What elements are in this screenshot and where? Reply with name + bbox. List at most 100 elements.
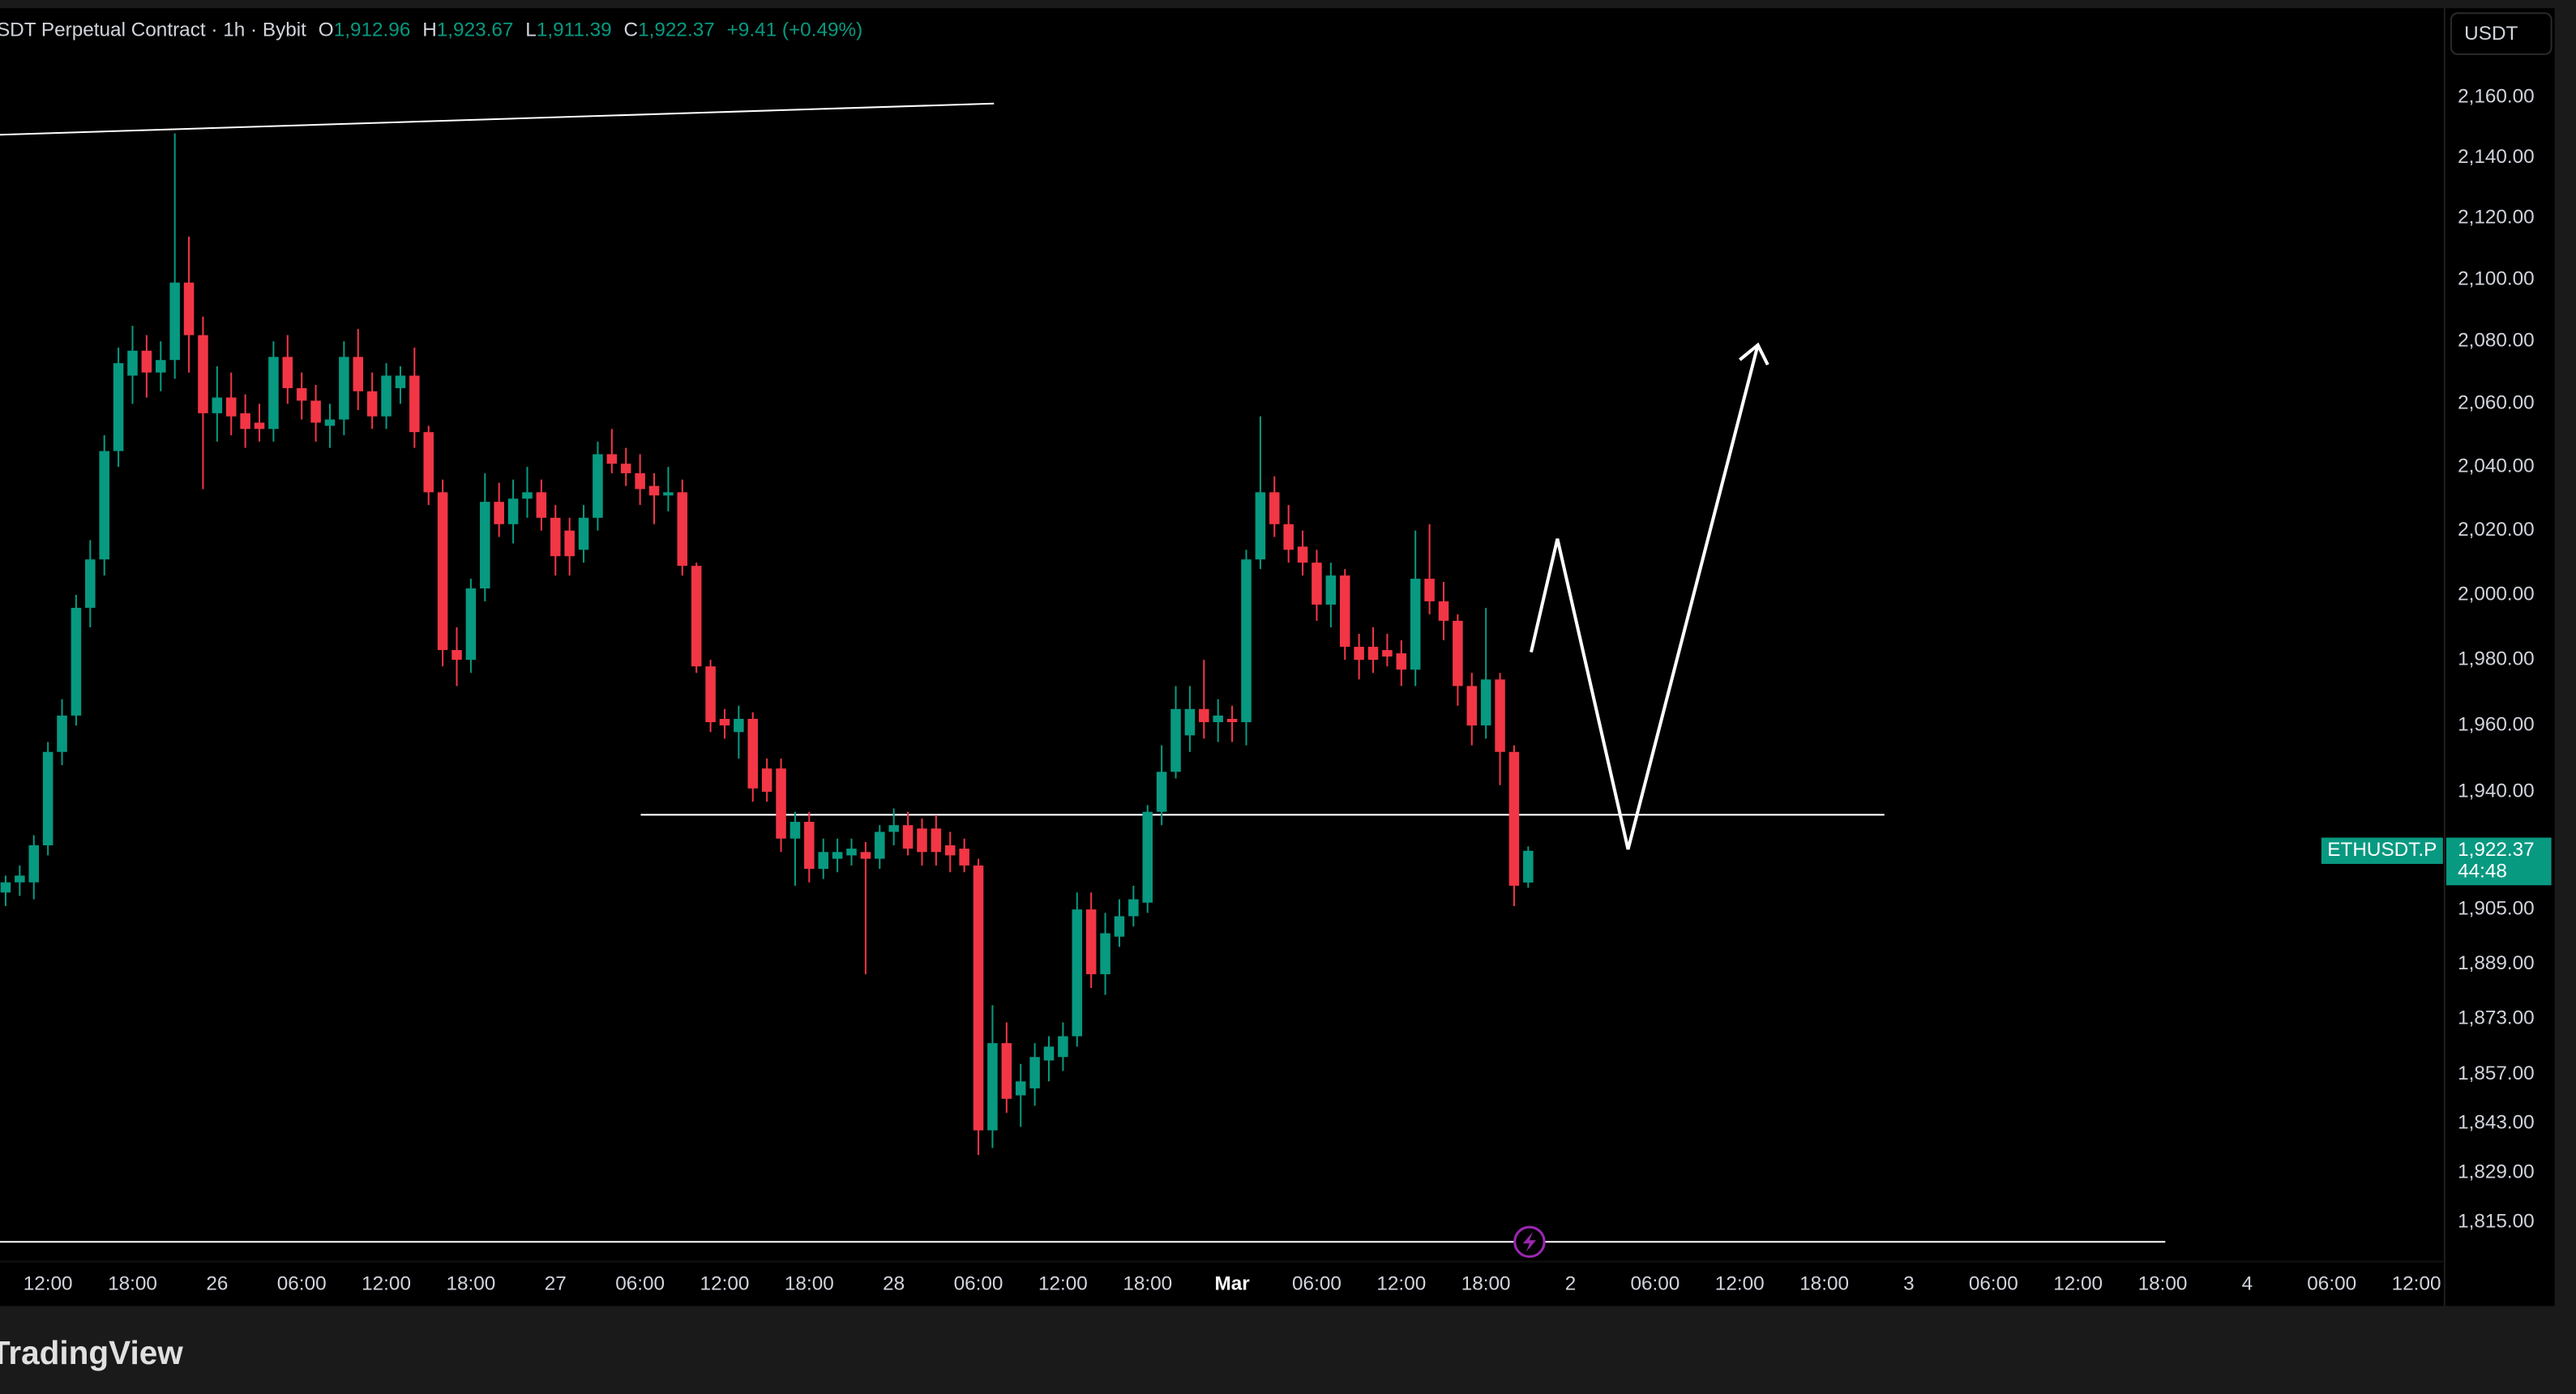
last-price-label: 1,922.37 — [2458, 839, 2535, 861]
candle-body — [1114, 916, 1125, 937]
candle-body — [423, 432, 434, 493]
x-tick-label: 28 — [883, 1272, 905, 1294]
candle-body — [169, 282, 180, 361]
candle-body — [875, 832, 885, 859]
candle-body — [1283, 524, 1294, 550]
user-drawings — [0, 102, 1885, 850]
candle-body — [57, 715, 67, 752]
candle-body — [465, 588, 477, 661]
candle-body — [156, 360, 166, 373]
candle-body — [1354, 647, 1364, 661]
candle-body — [268, 357, 279, 430]
x-tick-label: 12:00 — [1715, 1272, 1765, 1294]
time-axis: 12:00 18:00 26 06:00 12:00 18:00 27 06:00 12:00 1… — [24, 1272, 2441, 1294]
last-price-tag — [2445, 837, 2552, 886]
candle-body — [15, 875, 25, 883]
candle-body — [719, 718, 730, 726]
candle-body — [1029, 1057, 1040, 1088]
bar-countdown: 44:48 — [2458, 861, 2507, 883]
x-tick-label: 06:00 — [1969, 1272, 2018, 1294]
candle-body — [1043, 1046, 1055, 1061]
candle-body — [141, 350, 152, 373]
candle-body — [1213, 715, 1223, 723]
candle-body — [324, 419, 336, 426]
candle-body — [0, 882, 11, 893]
candle-body — [931, 828, 942, 853]
candle-body — [437, 492, 448, 651]
candle-body — [1255, 492, 1266, 560]
candle-body — [691, 566, 702, 667]
candle-body — [776, 768, 786, 839]
x-tick-label: 06:00 — [954, 1272, 1003, 1294]
candle-body — [1495, 679, 1505, 752]
currency-label[interactable]: USDT — [2464, 23, 2518, 45]
header: SDT Perpetual Contract · 1h · Bybit O 1,9… — [0, 19, 862, 41]
candle-body — [99, 451, 109, 560]
x-tick-label: 12:00 — [24, 1272, 73, 1294]
y-tick-label: 2,120.00 — [2458, 207, 2535, 229]
logo[interactable]: TradingView — [0, 1334, 183, 1371]
symbol-title: SDT Perpetual Contract · 1h · Bybit — [0, 19, 306, 41]
x-tick-label: Mar — [1214, 1272, 1250, 1294]
candle-body — [973, 865, 984, 1131]
y-tick-label: 1,905.00 — [2458, 898, 2535, 920]
candle-body — [254, 422, 265, 430]
candle-body — [789, 822, 801, 839]
candle-body — [1523, 850, 1534, 883]
x-tick-label: 12:00 — [700, 1272, 750, 1294]
candle-body — [677, 492, 688, 567]
candle-body — [1396, 653, 1407, 670]
x-tick-label: 12:00 — [2053, 1272, 2103, 1294]
candle-body — [85, 559, 96, 608]
candle-body — [113, 363, 124, 451]
candle-body — [1325, 575, 1337, 605]
ohlc-value: 1,922.37 — [638, 19, 715, 41]
symbol-tag-label: ETHUSDT.P — [2327, 839, 2437, 861]
candle-body — [818, 852, 828, 870]
ohlc-key: H — [422, 19, 437, 41]
candle-body — [804, 822, 815, 870]
candle-body — [987, 1043, 998, 1131]
candle-body — [71, 607, 82, 716]
candle-body — [888, 825, 899, 832]
ohlc-key: O — [319, 19, 334, 41]
price-change: +9.41 (+0.49%) — [727, 19, 863, 41]
lightning-glyph — [1522, 1232, 1537, 1252]
y-tick-label: 2,020.00 — [2458, 519, 2535, 541]
candle-body — [1170, 708, 1181, 772]
y-tick-label: 1,843.00 — [2458, 1111, 2535, 1133]
candle-body — [1438, 601, 1449, 621]
candle-body — [564, 530, 575, 557]
candle-body — [1410, 579, 1421, 670]
y-tick-label: 1,980.00 — [2458, 648, 2535, 670]
currency-button[interactable] — [2450, 12, 2552, 55]
y-tick-label: 2,080.00 — [2458, 330, 2535, 352]
candle-body — [127, 350, 138, 376]
candle-body — [1001, 1043, 1012, 1099]
candle-body — [1367, 647, 1379, 661]
candle-body — [296, 387, 307, 401]
x-tick-label: 06:00 — [1630, 1272, 1680, 1294]
candle-body — [578, 517, 589, 550]
candle-body — [635, 473, 645, 490]
candle-body — [1312, 562, 1322, 605]
projection-path — [1529, 344, 1760, 850]
candle-body — [606, 454, 618, 464]
candle-body — [28, 845, 40, 883]
x-tick-label: 27 — [545, 1272, 567, 1294]
candle-body — [1199, 708, 1209, 723]
price-axis: 2,160.00 2,140.00 2,120.00 2,100.00 2,080.00… — [2458, 86, 2535, 1233]
candle-body — [1382, 650, 1393, 657]
candle-body — [620, 464, 631, 473]
candle-body — [183, 282, 195, 336]
candle-body — [1142, 811, 1153, 903]
candle-body — [1156, 772, 1167, 812]
y-tick-label: 2,040.00 — [2458, 455, 2535, 477]
x-tick-label: 18:00 — [2138, 1272, 2188, 1294]
x-tick-label: 06:00 — [2307, 1272, 2356, 1294]
candle-body — [734, 718, 744, 733]
y-tick-label: 2,000.00 — [2458, 583, 2535, 605]
candle-body — [860, 852, 871, 859]
candle-body — [944, 845, 956, 856]
